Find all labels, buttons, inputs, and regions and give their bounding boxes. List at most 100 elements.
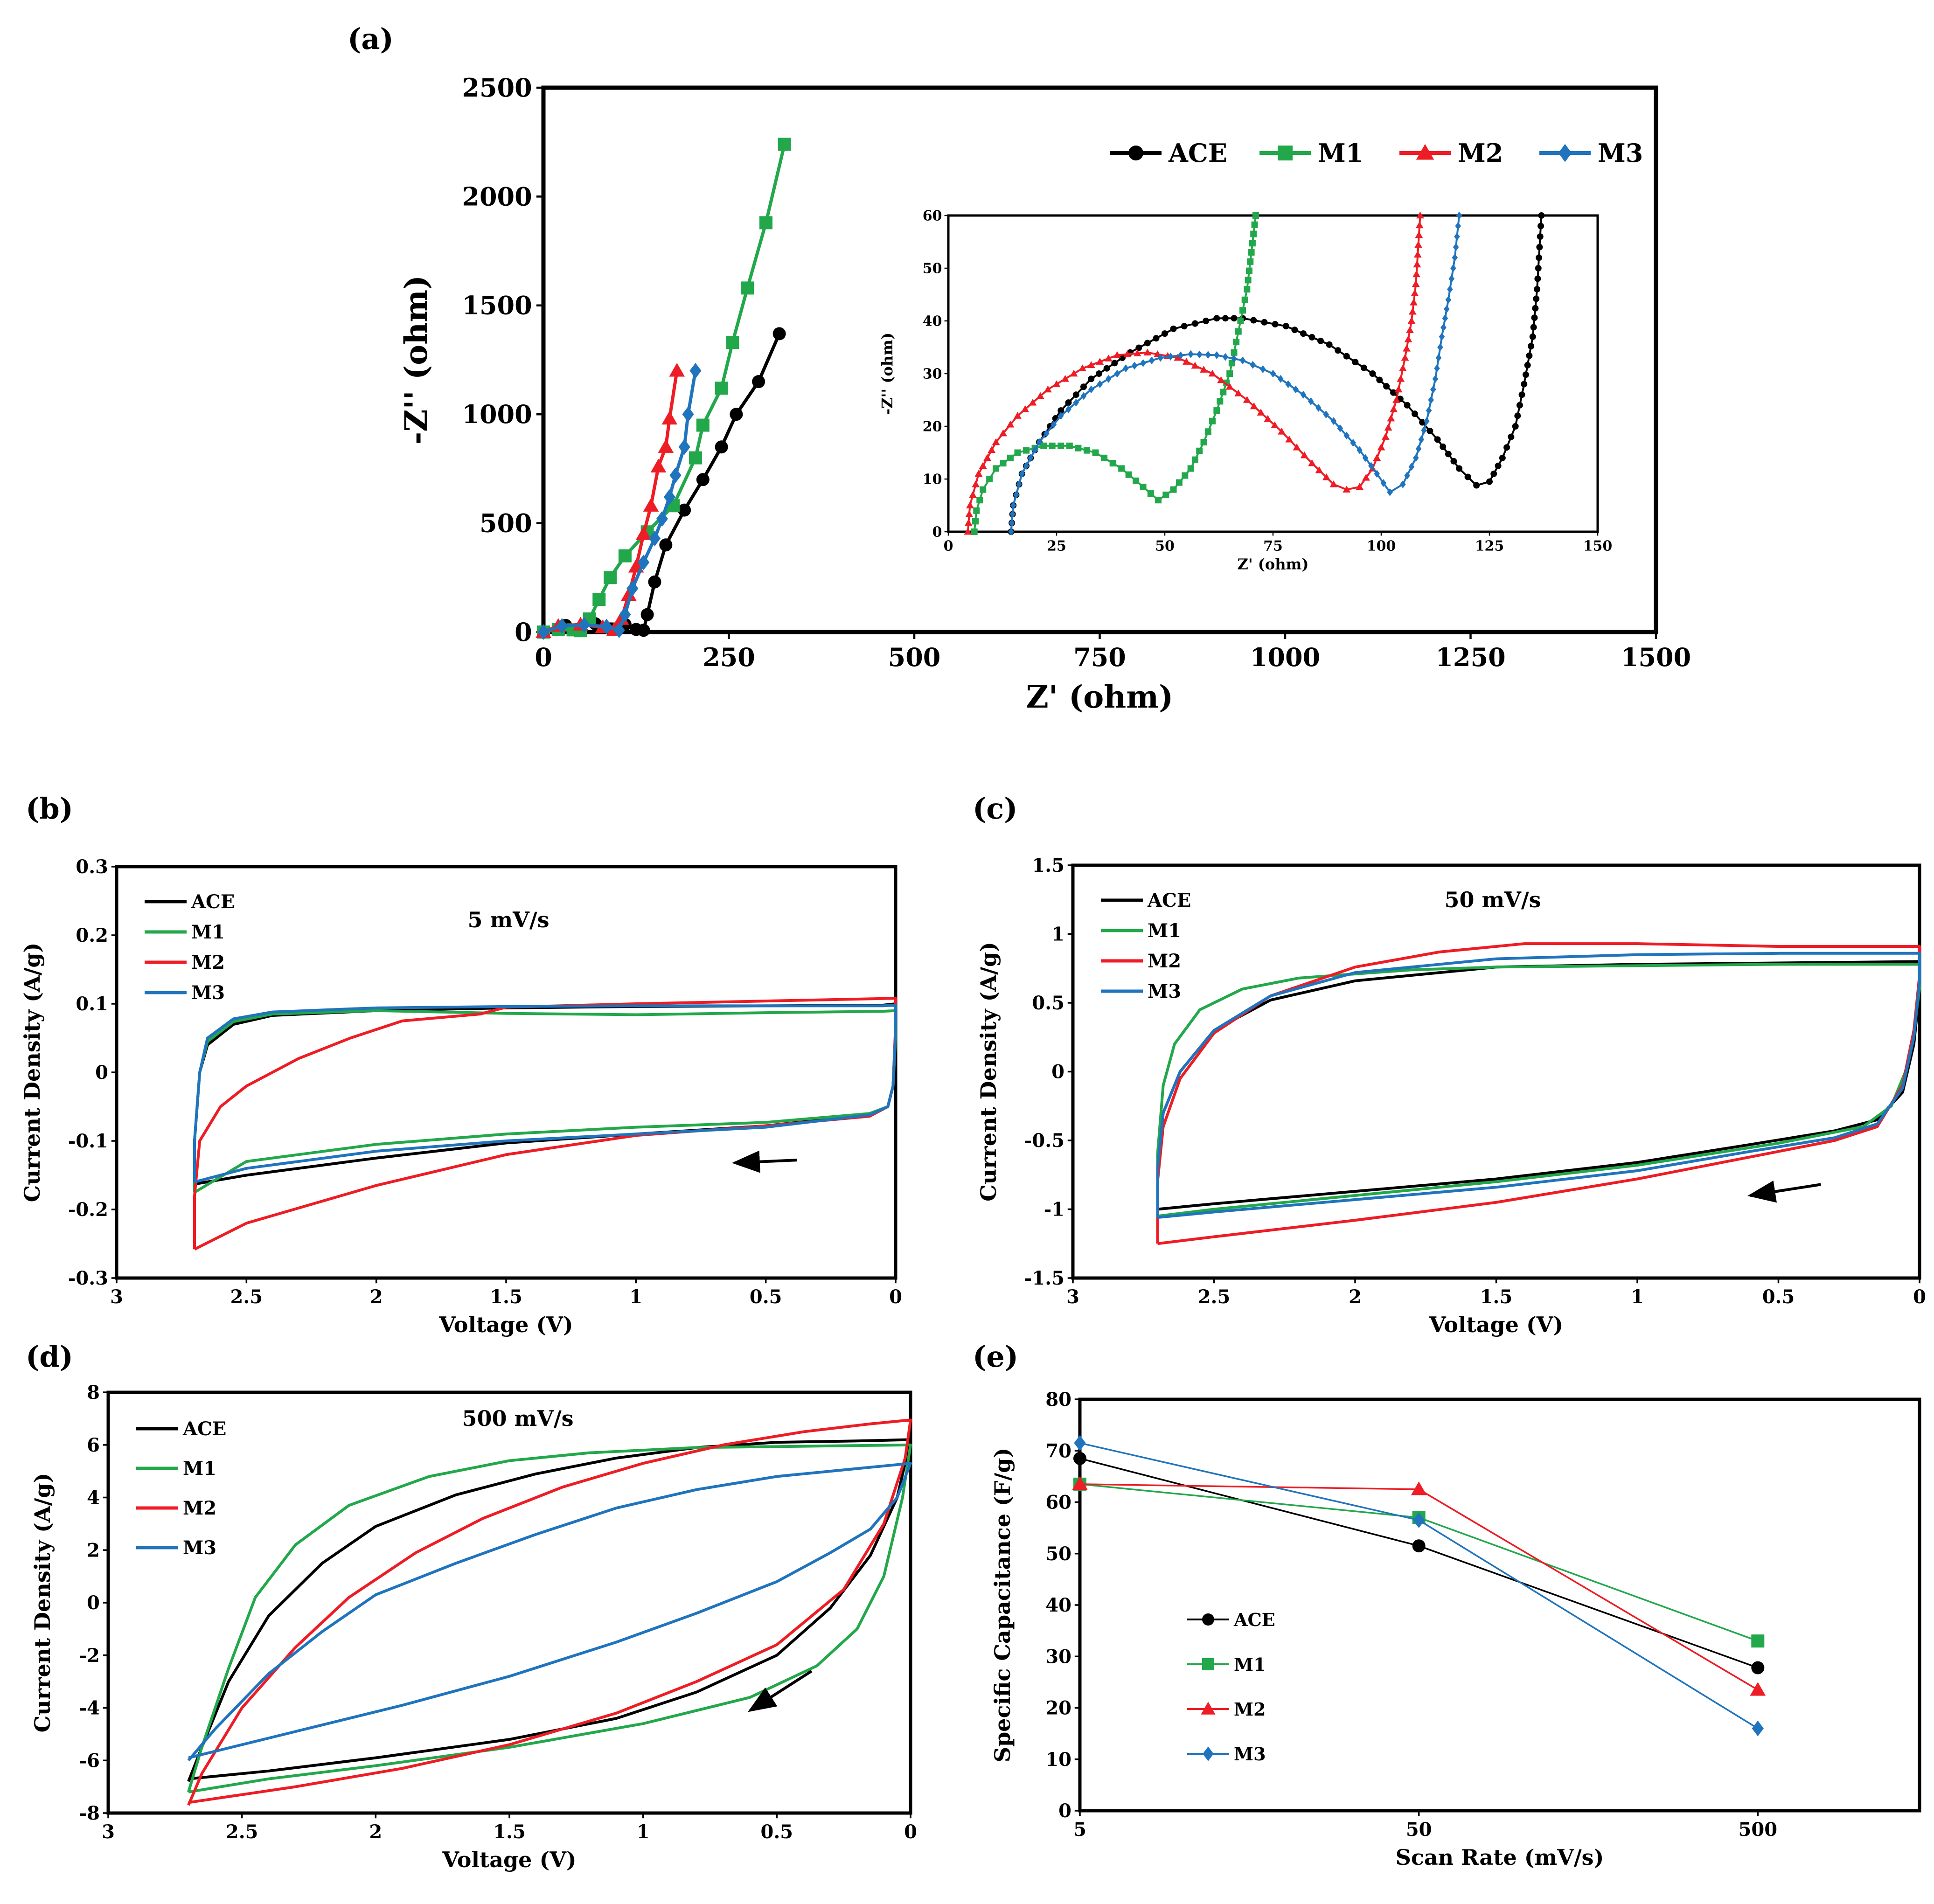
inset-point-ACE [1522, 371, 1529, 378]
inset-point-M3 [1008, 528, 1014, 536]
scan-direction-arrow [747, 1670, 813, 1712]
x-tick-label: 50 [1155, 538, 1175, 555]
inset-point-M2 [1174, 354, 1182, 361]
x-tick-label: 0.5 [1762, 1286, 1795, 1308]
inset-point-ACE [1536, 254, 1543, 261]
inset-point-M2 [1052, 380, 1061, 387]
inset-point-ACE [1450, 458, 1457, 465]
y-tick-label: 1 [1051, 924, 1064, 945]
legend-label-ACE: ACE [182, 1418, 226, 1440]
inset-point-M3 [1337, 424, 1343, 432]
inset-point-M1 [976, 497, 983, 504]
data-point-ACE [648, 575, 661, 589]
data-point-M2 [1072, 1476, 1088, 1490]
inset-point-M1 [1187, 465, 1194, 472]
x-axis-title: Voltage (V) [1429, 1312, 1563, 1337]
inset-line-M2 [967, 215, 1421, 532]
inset-point-M3 [1424, 417, 1430, 425]
inset-point-ACE [1335, 347, 1342, 354]
inset-point-M1 [1239, 307, 1246, 314]
inset-point-M2 [1250, 402, 1258, 410]
inset-point-M1 [1245, 277, 1252, 284]
inset-point-M2 [1403, 344, 1411, 352]
inset-point-M1 [1237, 318, 1244, 324]
data-point-M3 [600, 618, 612, 635]
legend: ACE M1 M2 M3 [1187, 1609, 1275, 1765]
y-tick-label: 0 [87, 1592, 100, 1614]
inset-point-M2 [1329, 480, 1338, 487]
inset-point-M2 [1208, 369, 1217, 377]
y-tick-label: 1000 [462, 399, 532, 429]
data-point-M1 [1751, 1634, 1765, 1648]
x-tick-label: 750 [1073, 642, 1126, 672]
inset-point-M3 [1050, 420, 1057, 429]
inset-point-M3 [1452, 254, 1458, 262]
inset-point-ACE [1535, 265, 1542, 271]
inset-point-M3 [1214, 351, 1220, 359]
inset-point-M2 [969, 491, 977, 498]
inset-point-M3 [1013, 491, 1019, 499]
x-tick-label: 0 [904, 1821, 917, 1843]
legend-label-ACE: ACE [191, 891, 235, 913]
inset-point-M3 [1065, 405, 1071, 413]
inset-point-M1 [1241, 296, 1248, 303]
inset-point-ACE [1300, 330, 1307, 337]
inset-point-M2 [1377, 443, 1385, 451]
x-tick-label: 500 [888, 642, 941, 672]
inset-point-M3 [1408, 463, 1415, 471]
inset-point-M1 [1155, 497, 1162, 504]
x-tick-label: 1 [637, 1821, 650, 1843]
inset-point-M2 [1381, 433, 1390, 440]
data-point-M3 [537, 624, 550, 640]
data-point-M3 [656, 511, 668, 527]
inset-point-ACE [1516, 402, 1523, 409]
inset-point-M2 [1104, 354, 1113, 361]
inset-point-ACE [1530, 324, 1537, 331]
data-point-M2 [635, 526, 652, 540]
data-point-M3 [619, 606, 631, 623]
x-tick-label: 1500 [1621, 642, 1691, 672]
inset-point-M3 [1088, 385, 1094, 394]
inset-point-M1 [1140, 483, 1147, 490]
x-tick-label: 2 [1349, 1286, 1362, 1308]
x-tick-label: 3 [102, 1821, 115, 1843]
inset-point-M3 [1418, 435, 1425, 444]
inset-point-ACE [1326, 341, 1333, 348]
inset-point-M1 [1235, 328, 1242, 335]
inset-point-ACE [1191, 320, 1198, 327]
inset-point-M1 [1213, 407, 1220, 414]
inset-point-ACE [1390, 389, 1397, 396]
inset-point-M3 [1073, 398, 1079, 407]
panel-label: (a) [348, 22, 394, 56]
inset-point-M1 [1092, 449, 1099, 456]
y-tick-label: 1.5 [1032, 855, 1064, 876]
inset-point-M2 [1278, 427, 1286, 435]
y-tick-label: 10 [1045, 1749, 1071, 1771]
legend-marker-M3 [1558, 144, 1572, 162]
x-tick-label: 1.5 [490, 1286, 522, 1308]
legend-label-M1: M1 [191, 921, 225, 943]
inset-point-ACE [1445, 451, 1452, 458]
x-tick-label: 150 [1583, 538, 1613, 555]
inset-point-M3 [1148, 356, 1155, 365]
inset-point-ACE [1135, 344, 1142, 351]
x-tick-label: 3 [110, 1286, 123, 1308]
inset-point-ACE [1529, 333, 1536, 340]
inset-point-M3 [1444, 305, 1450, 313]
x-tick-label: 0 [889, 1286, 902, 1308]
legend-marker-M3 [1203, 1746, 1214, 1761]
y-tick-label: 60 [1045, 1492, 1071, 1514]
inset-point-M2 [1243, 396, 1251, 403]
legend-label-M1: M1 [183, 1458, 216, 1480]
inset-point-M3 [1097, 380, 1103, 388]
inset-point-M3 [1036, 438, 1043, 446]
scan-direction-arrow [1747, 1180, 1821, 1203]
inset-point-M2 [964, 519, 973, 526]
x-tick-label: 2.5 [226, 1821, 258, 1843]
data-point-ACE [730, 408, 743, 421]
inset-point-ACE [1095, 370, 1102, 377]
inset-chart: 0 25 50 75 100 125 150 0 10 20 30 40 50 60 Z' (ohm) -Z'… [878, 208, 1612, 573]
inset-point-ACE [1261, 319, 1268, 326]
inset-point-M1 [1196, 447, 1203, 454]
